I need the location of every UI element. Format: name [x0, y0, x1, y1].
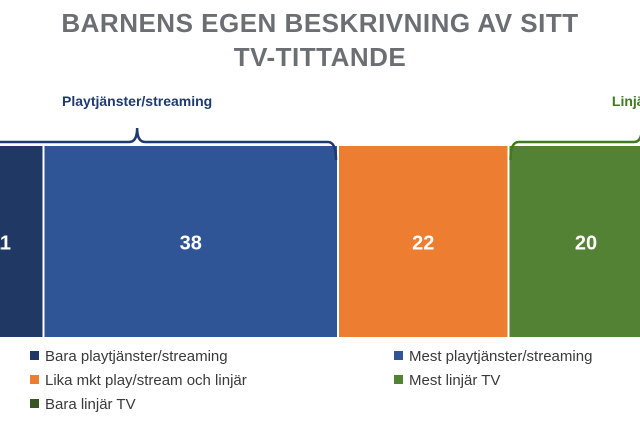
group-bracket-2 — [509, 134, 640, 161]
group-label-2: Linjär TV — [612, 93, 640, 109]
legend-swatch-1 — [30, 350, 39, 360]
bar-value-label-1: 11 — [0, 233, 11, 255]
chart-title-line2: TV-TITTANDE — [233, 42, 407, 72]
bar-value-label-4: 20 — [575, 233, 597, 255]
legend-label-5: Bara linjär TV — [45, 396, 136, 413]
legend-item-4: Mest linjär TV — [394, 372, 500, 389]
legend-item-5: Bara linjär TV — [30, 396, 136, 413]
legend-label-3: Lika mkt play/stream och linjär — [45, 372, 247, 389]
legend-label-4: Mest linjär TV — [409, 372, 501, 389]
legend-swatch-5 — [30, 398, 39, 408]
bar-value-label-3: 22 — [412, 233, 434, 255]
legend-swatch-3 — [30, 374, 39, 384]
legend-swatch-2 — [394, 350, 403, 360]
bar-segment-3 — [339, 146, 508, 337]
legend-item-2: Mest playtjänster/streaming — [394, 348, 592, 365]
legend-label-2: Mest playtjänster/streaming — [409, 348, 593, 365]
chart-title: BARNENS EGEN BESKRIVNING AV SITT TV-TITT… — [0, 6, 640, 74]
bar-value-label-2: 38 — [180, 233, 202, 255]
bar-segment-2 — [44, 146, 337, 337]
legend-item-1: Bara playtjänster/streaming — [30, 348, 228, 365]
group-bracket-1 — [0, 127, 338, 161]
chart-title-line1: BARNENS EGEN BESKRIVNING AV SITT — [61, 8, 579, 38]
group-label-1: Playtjänster/streaming — [62, 93, 212, 109]
chart-legend: Bara playtjänster/streaming Mest playtjän… — [0, 344, 640, 424]
bar-segment-1 — [0, 146, 43, 337]
legend-label-1: Bara playtjänster/streaming — [45, 348, 228, 365]
bar-segment-4 — [509, 146, 640, 337]
legend-item-3: Lika mkt play/stream och linjär — [30, 372, 247, 389]
legend-swatch-4 — [394, 374, 403, 384]
